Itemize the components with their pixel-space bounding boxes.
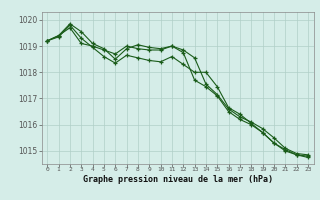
X-axis label: Graphe pression niveau de la mer (hPa): Graphe pression niveau de la mer (hPa): [83, 175, 273, 184]
